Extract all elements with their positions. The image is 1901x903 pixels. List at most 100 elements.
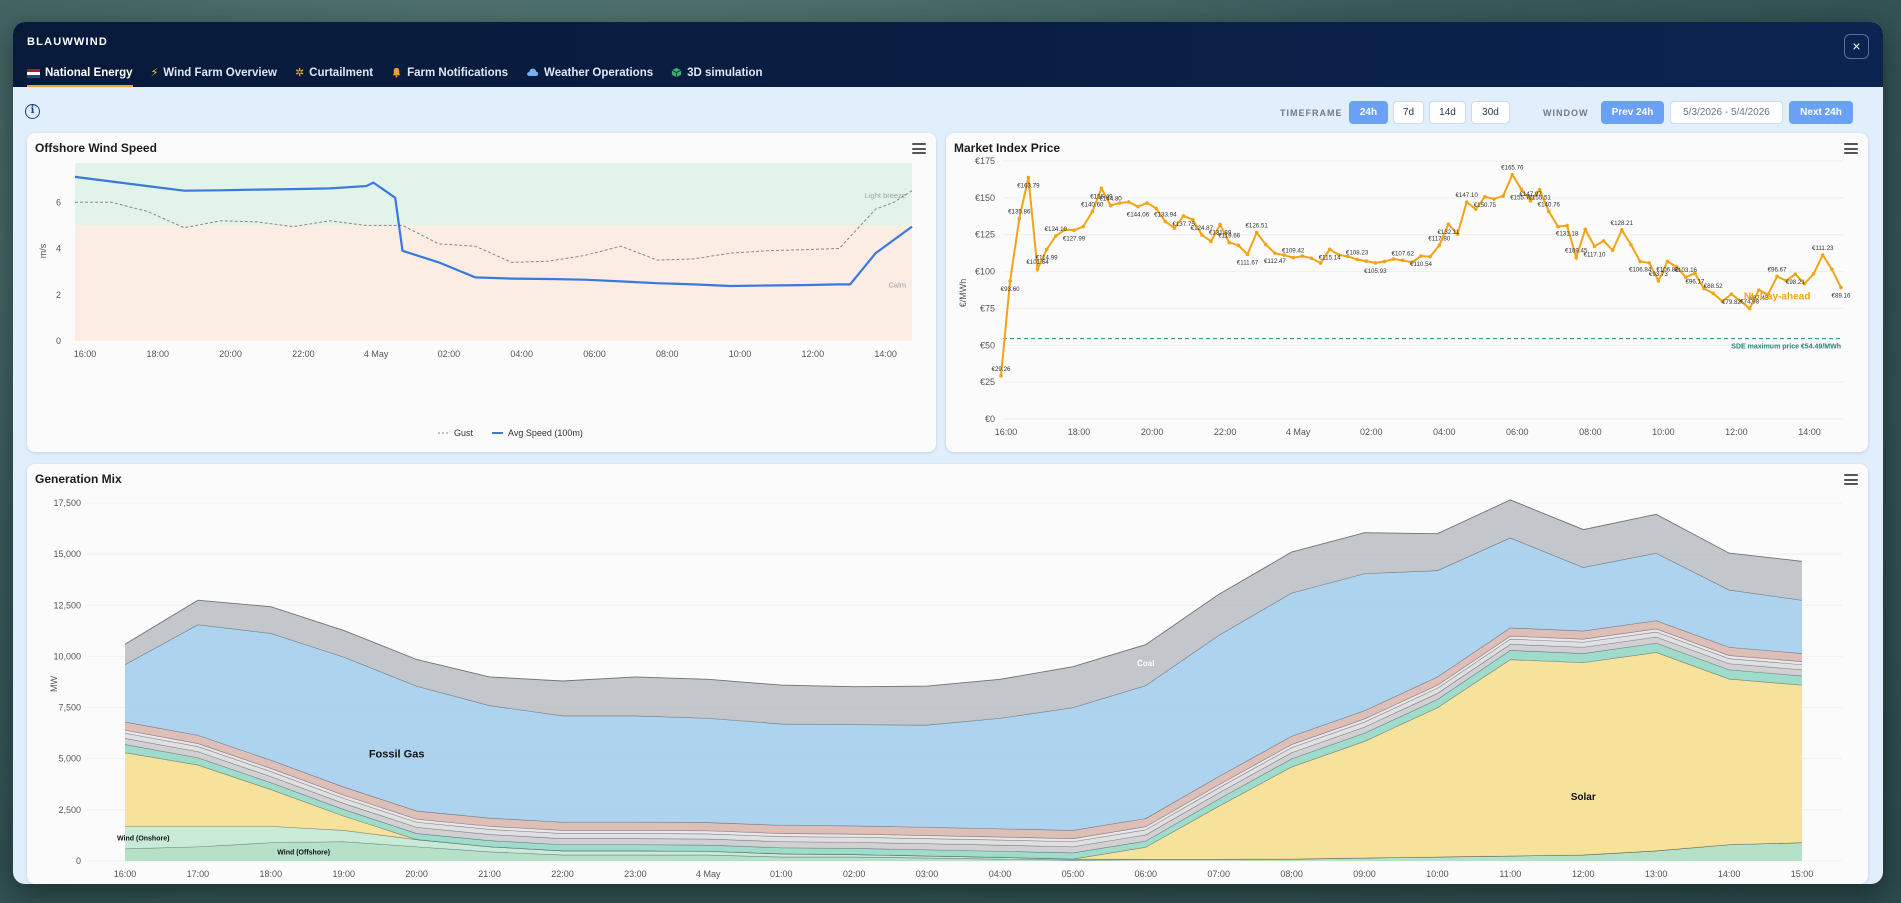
- wind-x-tick-label: 04:00: [510, 349, 533, 359]
- wind-y-tick-label: 2: [56, 290, 61, 300]
- mix-area-edge: [124, 628, 1803, 839]
- price-data-label: €108.23: [1346, 249, 1369, 256]
- price-data-label: €29.26: [992, 366, 1011, 373]
- price-data-label: €119.66: [1218, 233, 1240, 240]
- next-24h-button[interactable]: Next 24h: [1789, 101, 1853, 124]
- price-y-tick-label: €125: [975, 230, 995, 240]
- price-data-label: €131.89: [1209, 230, 1232, 237]
- price-point: [1464, 200, 1469, 204]
- prev-24h-button[interactable]: Prev 24h: [1601, 101, 1664, 124]
- price-point: [1254, 230, 1259, 235]
- mix-x-tick-label: 22:00: [551, 869, 574, 879]
- price-point: [1437, 243, 1442, 248]
- tab-weather-operations[interactable]: Weather Operations: [526, 65, 653, 87]
- tab-wind-farm-overview[interactable]: ⚡ Wind Farm Overview: [151, 65, 277, 87]
- mix-area-label: Solar: [1571, 792, 1596, 803]
- price-point: [1711, 291, 1715, 296]
- price-data-label: €115.14: [1319, 254, 1341, 261]
- price-point: [1428, 254, 1432, 259]
- price-data-label: €132.11: [1437, 229, 1459, 236]
- mix-chart-menu-icon[interactable]: [1844, 474, 1858, 485]
- price-point: [1784, 278, 1789, 283]
- wind-card-title: Offshore Wind Speed: [35, 141, 157, 155]
- mix-area-fossil-gas: [125, 537, 1802, 831]
- modal-header: BLAUWWIND × National Energy ⚡ Wind Farm …: [13, 22, 1883, 87]
- price-point: [1501, 194, 1505, 198]
- price-point: [1400, 258, 1405, 263]
- price-point: [1181, 214, 1186, 218]
- price-point: [1172, 226, 1177, 230]
- market-price-card: Market Index Price €0 €25 €50 €75 €100 €125 €1…: [946, 133, 1868, 452]
- price-y-tick-label: €100: [975, 267, 995, 277]
- mix-x-tick-label: 01:00: [770, 869, 793, 879]
- price-point: [1190, 217, 1195, 222]
- price-point: [1364, 259, 1369, 263]
- price-data-label: €109.45: [1565, 248, 1588, 255]
- price-x-tick-label: 4 May: [1286, 427, 1311, 437]
- mix-area-edge: [124, 537, 1803, 726]
- price-point: [1693, 271, 1697, 276]
- wind-x-tick-label: 10:00: [729, 349, 752, 359]
- price-data-label: €155.51: [1529, 195, 1552, 202]
- mix-y-tick-label: 10,000: [53, 651, 81, 661]
- price-point: [1565, 223, 1569, 228]
- tab-3d-simulation[interactable]: 3D simulation: [671, 65, 763, 87]
- mix-x-tick-label: 04:00: [989, 869, 1012, 879]
- mix-y-tick-label: 5,000: [58, 754, 81, 764]
- date-range-display[interactable]: 5/3/2026 - 5/4/2026: [1670, 101, 1783, 124]
- mix-x-tick-label: 02:00: [843, 869, 866, 879]
- price-point: [1008, 279, 1012, 283]
- price-point: [1683, 275, 1688, 280]
- price-point: [1519, 187, 1524, 192]
- timeframe-7d-button[interactable]: 7d: [1393, 101, 1424, 124]
- mix-x-tick-label: 11:00: [1499, 869, 1521, 879]
- price-point: [1382, 259, 1387, 264]
- price-point: [1318, 261, 1323, 265]
- price-point: [1291, 255, 1295, 260]
- tab-curtailment[interactable]: ✲ Curtailment: [295, 65, 373, 87]
- price-y-tick-label: €25: [980, 377, 995, 387]
- mix-area-label: Fossil Gas: [369, 749, 425, 761]
- tab-label: Curtailment: [309, 67, 374, 79]
- close-button[interactable]: ×: [1844, 34, 1869, 59]
- price-data-label: €150.75: [1474, 202, 1497, 209]
- mix-area-label: Coal: [1137, 659, 1154, 668]
- info-icon[interactable]: i: [25, 104, 40, 119]
- wind-chart-menu-icon[interactable]: [912, 143, 926, 154]
- price-data-label: €106.84: [1629, 266, 1652, 273]
- price-x-tick-label: 12:00: [1725, 427, 1748, 437]
- price-data-label: €110.54: [1410, 261, 1432, 268]
- price-point: [1245, 252, 1250, 257]
- price-data-label: €126.51: [1245, 222, 1268, 229]
- price-point: [1355, 257, 1359, 262]
- price-data-label: €156.49: [1090, 193, 1113, 200]
- price-data-label: €96.67: [1768, 266, 1787, 273]
- mix-y-tick-label: 12,500: [53, 600, 81, 610]
- price-point: [1218, 222, 1222, 227]
- mix-x-tick-label: 15:00: [1791, 869, 1814, 879]
- price-y-tick-label: €175: [975, 156, 995, 166]
- toolbar: i TIMEFRAME 24h 7d 14d 30d WINDOW Prev 2…: [13, 94, 1883, 128]
- price-point: [1227, 240, 1232, 245]
- mix-area-solar: [125, 652, 1802, 860]
- price-y-tick-label: €0: [985, 414, 995, 424]
- timeframe-24h-button[interactable]: 24h: [1349, 101, 1388, 124]
- timeframe-14d-button[interactable]: 14d: [1429, 101, 1466, 124]
- price-point: [1410, 260, 1414, 265]
- price-x-tick-label: 18:00: [1068, 427, 1091, 437]
- sde-reference-label: SDE maximum price €54.49/MWh: [1731, 344, 1841, 351]
- wind-band-1: [75, 225, 912, 341]
- price-point: [1391, 257, 1396, 261]
- price-data-label: €117.10: [1584, 251, 1606, 258]
- timeframe-30d-button[interactable]: 30d: [1471, 101, 1510, 124]
- generation-mix-card: Generation Mix 0 2,500 5,000 7,500 10,000 12,…: [27, 464, 1868, 884]
- cube-icon: [671, 67, 682, 81]
- price-data-label: €111.67: [1237, 259, 1259, 266]
- wind-legend-label: Gust: [454, 428, 474, 438]
- tab-farm-notifications[interactable]: Farm Notifications: [391, 65, 508, 87]
- tab-national-energy[interactable]: National Energy: [27, 65, 133, 87]
- price-chart-menu-icon[interactable]: [1844, 143, 1858, 154]
- price-data-label: €93.60: [1001, 286, 1020, 293]
- mix-x-tick-label: 18:00: [260, 869, 283, 879]
- price-card-title: Market Index Price: [954, 141, 1061, 155]
